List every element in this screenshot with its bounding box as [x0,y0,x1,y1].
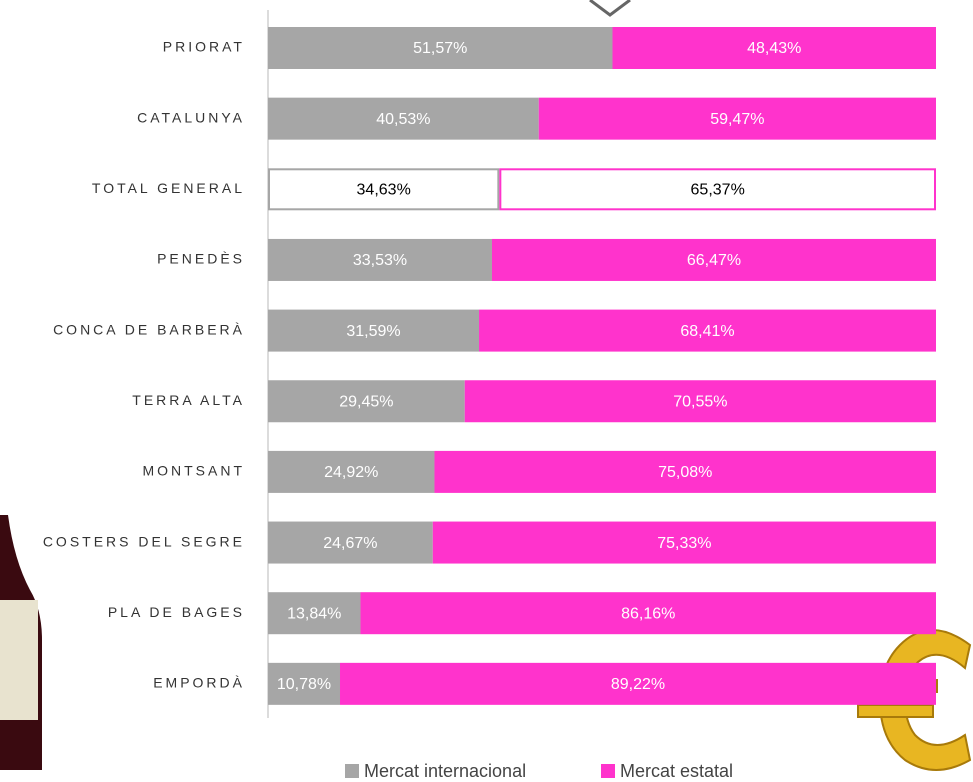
value-label: 40,53% [376,111,430,128]
legend-swatch [601,764,615,778]
bar-segment [479,309,936,352]
value-label: 66,47% [687,252,741,269]
bar-segment [340,662,937,705]
value-label: 29,45% [339,393,393,410]
value-label: 68,41% [680,323,734,340]
bar-segment [360,592,937,635]
value-label: 75,08% [658,464,712,481]
value-label: 10,78% [277,676,331,693]
bar-segment [432,521,936,564]
value-label: 33,53% [353,252,407,269]
bar-segment [268,662,341,705]
category-label: PRIORAT [163,39,245,55]
bar-segment [268,238,492,281]
category-label: PENEDÈS [157,251,245,267]
category-label: TERRA ALTA [132,392,245,408]
bar-segment [491,238,936,281]
value-label: 89,22% [611,676,665,693]
legend-swatch [345,764,359,778]
value-label: 51,57% [413,40,467,57]
bar-segment [464,380,936,423]
category-label: CATALUNYA [137,109,245,125]
bar-segment [268,168,500,211]
bar-segment [434,450,936,493]
value-label: 24,67% [323,535,377,552]
value-label: 13,84% [287,605,341,622]
bar-segment [268,380,465,423]
value-label: 31,59% [346,323,400,340]
bar-segment [538,97,936,140]
category-label: MONTSANT [142,463,245,479]
bar-segment [268,592,361,635]
pointer-icon [589,0,631,17]
bar-segment [268,521,433,564]
bar-segment [268,27,613,69]
bar-segment [612,27,936,69]
category-label: CONCA DE BARBERÀ [53,321,245,337]
bar-segment [268,309,480,352]
category-label: EMPORDÀ [153,675,245,691]
legend-label: Mercat internacional [364,761,526,781]
category-label: TOTAL GENERAL [92,180,245,196]
value-label: 34,63% [357,182,411,199]
category-label: COSTERS DEL SEGRE [43,533,245,549]
value-label: 75,33% [657,535,711,552]
value-label: 24,92% [324,464,378,481]
bottle-icon [0,515,42,770]
value-label: 48,43% [747,40,801,57]
value-label: 65,37% [691,182,745,199]
bar-segment [499,168,936,211]
category-label: PLA DE BAGES [108,604,245,620]
value-label: 70,55% [673,393,727,410]
bar-segment [268,450,435,493]
legend-label: Mercat estatal [620,761,733,781]
bar-segment [268,97,539,140]
value-label: 86,16% [621,605,675,622]
value-label: 59,47% [710,111,764,128]
